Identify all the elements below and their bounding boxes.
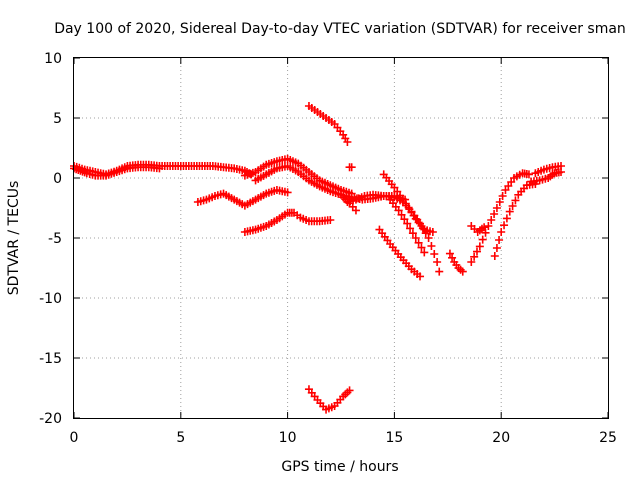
data-point bbox=[343, 138, 352, 146]
series-arc-5 bbox=[193, 186, 292, 210]
x-tick-label: 5 bbox=[176, 430, 185, 446]
grid bbox=[74, 58, 608, 418]
y-tick-label: -10 bbox=[39, 291, 62, 307]
data-point bbox=[495, 198, 504, 206]
data-point bbox=[427, 242, 436, 250]
x-tick-label: 20 bbox=[492, 430, 510, 446]
series-arc-12 bbox=[445, 249, 467, 276]
series-arc-9 bbox=[379, 170, 444, 276]
data-points bbox=[70, 102, 566, 414]
data-point bbox=[417, 243, 426, 252]
y-tick-label: -15 bbox=[39, 351, 62, 367]
x-tick-label: 0 bbox=[70, 430, 79, 446]
data-point bbox=[478, 235, 487, 244]
chart-title: Day 100 of 2020, Sidereal Day-to-day VTE… bbox=[54, 21, 626, 37]
data-point bbox=[394, 206, 403, 215]
x-tick-label: 15 bbox=[385, 430, 403, 446]
data-point bbox=[500, 221, 509, 230]
series-arc-13 bbox=[467, 222, 489, 236]
series-arc-19 bbox=[345, 163, 356, 172]
plot-frame bbox=[73, 57, 609, 419]
data-point bbox=[283, 188, 292, 197]
data-point bbox=[487, 216, 496, 224]
data-point bbox=[467, 258, 476, 266]
y-axis-label: SDTVAR / TECUs bbox=[6, 181, 22, 296]
data-point bbox=[411, 234, 420, 242]
x-tick-label: 10 bbox=[279, 430, 297, 446]
series-arc-18 bbox=[339, 193, 360, 215]
axis-ticks: 0 5 10 15 20 25 -20 -15 -10 -5 0 5 10 bbox=[39, 51, 617, 446]
data-point bbox=[416, 272, 425, 281]
series-arc-17 bbox=[531, 162, 566, 178]
x-tick-label: 25 bbox=[599, 430, 617, 446]
data-point bbox=[406, 224, 415, 233]
data-point bbox=[403, 219, 412, 228]
data-point bbox=[475, 242, 484, 251]
series-arc-1 bbox=[70, 160, 256, 179]
data-point bbox=[484, 222, 493, 230]
y-tick-label: -20 bbox=[39, 411, 62, 427]
data-point bbox=[557, 162, 566, 170]
data-point bbox=[498, 192, 507, 200]
series-arc-20 bbox=[304, 385, 354, 414]
data-point bbox=[420, 248, 429, 257]
data-point bbox=[418, 224, 427, 233]
data-point bbox=[490, 210, 499, 218]
series-arc-11 bbox=[375, 225, 425, 281]
data-point bbox=[445, 249, 454, 258]
data-point bbox=[345, 386, 354, 395]
data-point bbox=[502, 214, 511, 223]
y-tick-label: -5 bbox=[48, 231, 62, 247]
data-point bbox=[470, 252, 479, 261]
data-point bbox=[497, 228, 506, 236]
series-arc-16 bbox=[527, 168, 566, 186]
data-point bbox=[435, 267, 444, 276]
series-arc-14 bbox=[467, 169, 533, 266]
data-point bbox=[458, 267, 467, 276]
data-point bbox=[347, 163, 356, 172]
data-point bbox=[433, 258, 442, 266]
data-point bbox=[448, 253, 457, 262]
data-point bbox=[472, 247, 481, 256]
data-point bbox=[428, 228, 437, 236]
data-point bbox=[424, 234, 433, 242]
data-point bbox=[397, 210, 406, 219]
x-axis-label: GPS time / hours bbox=[281, 459, 398, 475]
data-point bbox=[480, 223, 489, 232]
data-point bbox=[490, 252, 499, 260]
series-arc-6 bbox=[304, 102, 352, 146]
data-point bbox=[511, 196, 520, 205]
data-point bbox=[400, 215, 409, 224]
series-arc-7 bbox=[240, 208, 335, 236]
data-point bbox=[414, 238, 423, 247]
data-point bbox=[524, 170, 533, 179]
data-point bbox=[155, 164, 164, 173]
data-point bbox=[495, 236, 504, 244]
data-point bbox=[416, 219, 425, 228]
series-arc-10 bbox=[386, 195, 429, 257]
data-point bbox=[408, 229, 417, 238]
y-tick-label: 0 bbox=[53, 171, 62, 187]
data-point bbox=[492, 204, 501, 212]
data-point bbox=[351, 206, 360, 215]
data-point bbox=[505, 207, 514, 216]
y-tick-label: 5 bbox=[53, 111, 62, 127]
y-tick-label: 10 bbox=[44, 51, 62, 67]
data-point bbox=[492, 244, 501, 252]
data-point bbox=[508, 202, 517, 210]
series-arc-3 bbox=[240, 154, 356, 198]
data-point bbox=[326, 216, 335, 224]
series-arc-15 bbox=[490, 180, 540, 260]
data-point bbox=[421, 229, 430, 238]
data-point bbox=[481, 228, 490, 237]
data-point bbox=[430, 250, 439, 258]
